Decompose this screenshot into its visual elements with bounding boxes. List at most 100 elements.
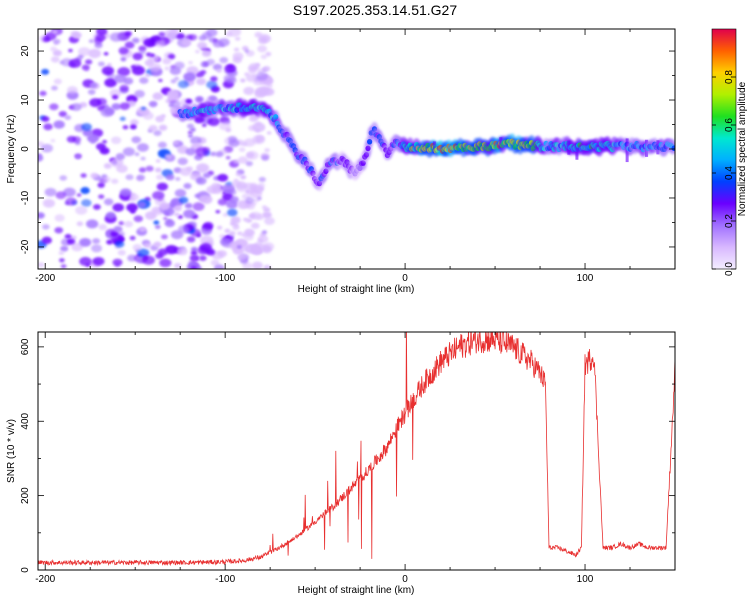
heatmap-noise-cell [119, 116, 126, 122]
heatmap-noise-cell [67, 86, 78, 94]
heatmap-noise-cell [177, 247, 188, 256]
heatmap-noise-cell [95, 143, 106, 151]
heatmap-noise-cell [162, 57, 172, 65]
heatmap-noise-cell [85, 219, 99, 229]
heatmap-noise-cell [262, 211, 272, 219]
heatmap-noise-cell [219, 234, 226, 239]
heatmap-noise-cell [200, 195, 213, 205]
heatmap-noise-cell [249, 184, 259, 192]
heatmap-noise-cell [166, 219, 173, 224]
heatmap-noise-cell [242, 262, 253, 269]
heatmap-noise-cell [81, 123, 92, 131]
heatmap-noise-cell [158, 78, 163, 83]
heatmap-noise-cell [169, 100, 181, 109]
heatmap-noise-cell [211, 182, 222, 190]
snr-series [38, 332, 675, 567]
heatmap-noise-cell [76, 193, 82, 197]
heatmap-noise-cell [109, 32, 123, 42]
heatmap-noise-cell [216, 68, 222, 73]
spectrogram-x-tick-label: -200 [35, 273, 55, 284]
heatmap-noise-cell [79, 256, 92, 267]
heatmap-noise-cell [250, 211, 262, 220]
heatmap-noise-cell [190, 246, 198, 252]
heatmap-noise-cell [165, 99, 171, 104]
heatmap-noise-cell [102, 139, 108, 144]
heatmap-noise-cell [199, 242, 212, 252]
heatmap-noise-cell [155, 159, 161, 163]
heatmap-noise-cell [234, 36, 241, 41]
heatmap-noise-cell [258, 186, 265, 191]
spectrogram-y-tick-label: 10 [20, 94, 31, 106]
heatmap-noise-cell [252, 65, 258, 70]
heatmap-noise-cell [136, 174, 146, 181]
snr-panel: -200 -100 0 100 0 200 400 600 Height of straigh… [6, 331, 676, 596]
heatmap-noise-cell [170, 79, 177, 84]
snr-x-tick-label: -200 [35, 574, 55, 585]
heatmap-noise-cell [171, 198, 179, 205]
heatmap-noise-cell [216, 225, 223, 230]
heatmap-noise-cell [225, 31, 233, 37]
colorbar-tick-label: 0.8 [724, 70, 735, 84]
heatmap-noise-cell [89, 98, 102, 108]
heatmap-noise-cell [228, 230, 236, 236]
heatmap-noise-cell [158, 31, 166, 37]
heatmap-noise-cell [263, 264, 272, 269]
heatmap-noise-cell [118, 46, 129, 55]
heatmap-noise-cell [63, 187, 76, 197]
heatmap-noise-cell [148, 124, 158, 132]
heatmap-noise-cell [58, 110, 67, 118]
heatmap-noise-cell [160, 234, 168, 240]
heatmap-noise-cell [238, 147, 246, 153]
heatmap-noise-cell [132, 243, 142, 251]
heatmap-noise-cell [174, 188, 187, 198]
spectrogram-x-tick-label: -100 [215, 273, 235, 284]
heatmap-noise-cell [255, 62, 261, 67]
heatmap-noise-cell [68, 58, 82, 68]
heatmap-noise-cell [122, 147, 135, 157]
heatmap-noise-cell [117, 66, 131, 77]
heatmap-noise-cell [68, 48, 73, 53]
heatmap-noise-cell [145, 73, 151, 78]
heatmap-noise-cell [138, 167, 147, 173]
spectrogram-y-tick-label: -10 [20, 190, 31, 205]
heatmap-noise-cell [194, 96, 205, 103]
heatmap-noise-cell [246, 203, 256, 210]
snr-x-tick-label: 0 [402, 574, 408, 585]
heatmap-noise-cell [103, 163, 112, 169]
heatmap-noise-cell [155, 39, 166, 48]
heatmap-noise-cell [111, 94, 119, 100]
spectrogram-x-axis-label: Height of straight line (km) [298, 284, 415, 295]
heatmap-noise-cell [124, 31, 132, 37]
heatmap-noise-cell [232, 56, 242, 64]
heatmap-noise-cell [255, 135, 265, 142]
heatmap-noise-cell [41, 236, 52, 245]
heatmap-noise-cell [130, 192, 136, 197]
heatmap-noise-cell [237, 156, 249, 164]
heatmap-noise-cell [208, 95, 217, 102]
heatmap-noise-cell [55, 191, 67, 200]
heatmap-noise-cell [51, 85, 58, 91]
heatmap-noise-cell [219, 238, 230, 246]
heatmap-noise-cell [187, 130, 193, 135]
heatmap-noise-cell [195, 176, 207, 185]
heatmap-noise-cell [186, 123, 195, 129]
heatmap-noise-cell [44, 187, 57, 197]
heatmap-noise-cell [195, 71, 204, 78]
heatmap-noise-cell [70, 103, 82, 111]
heatmap-noise-cell [50, 46, 58, 52]
heatmap-noise-cell [245, 160, 253, 167]
heatmap-noise-cell [233, 159, 240, 165]
spectrogram-y-tick-label: 20 [20, 45, 31, 57]
heatmap-noise-cell [119, 84, 129, 92]
heatmap-noise-cell [126, 203, 138, 212]
heatmap-noise-cell [183, 183, 192, 190]
heatmap-noise-cell [184, 202, 193, 209]
heatmap-noise-cell [226, 208, 238, 217]
heatmap-noise-cell [97, 61, 105, 67]
heatmap-noise-cell [109, 89, 122, 98]
heatmap-noise-cell [64, 234, 72, 240]
heatmap-noise-cell [173, 140, 180, 146]
heatmap-noise-cell [246, 150, 259, 160]
heatmap-noise-cell [59, 258, 65, 263]
